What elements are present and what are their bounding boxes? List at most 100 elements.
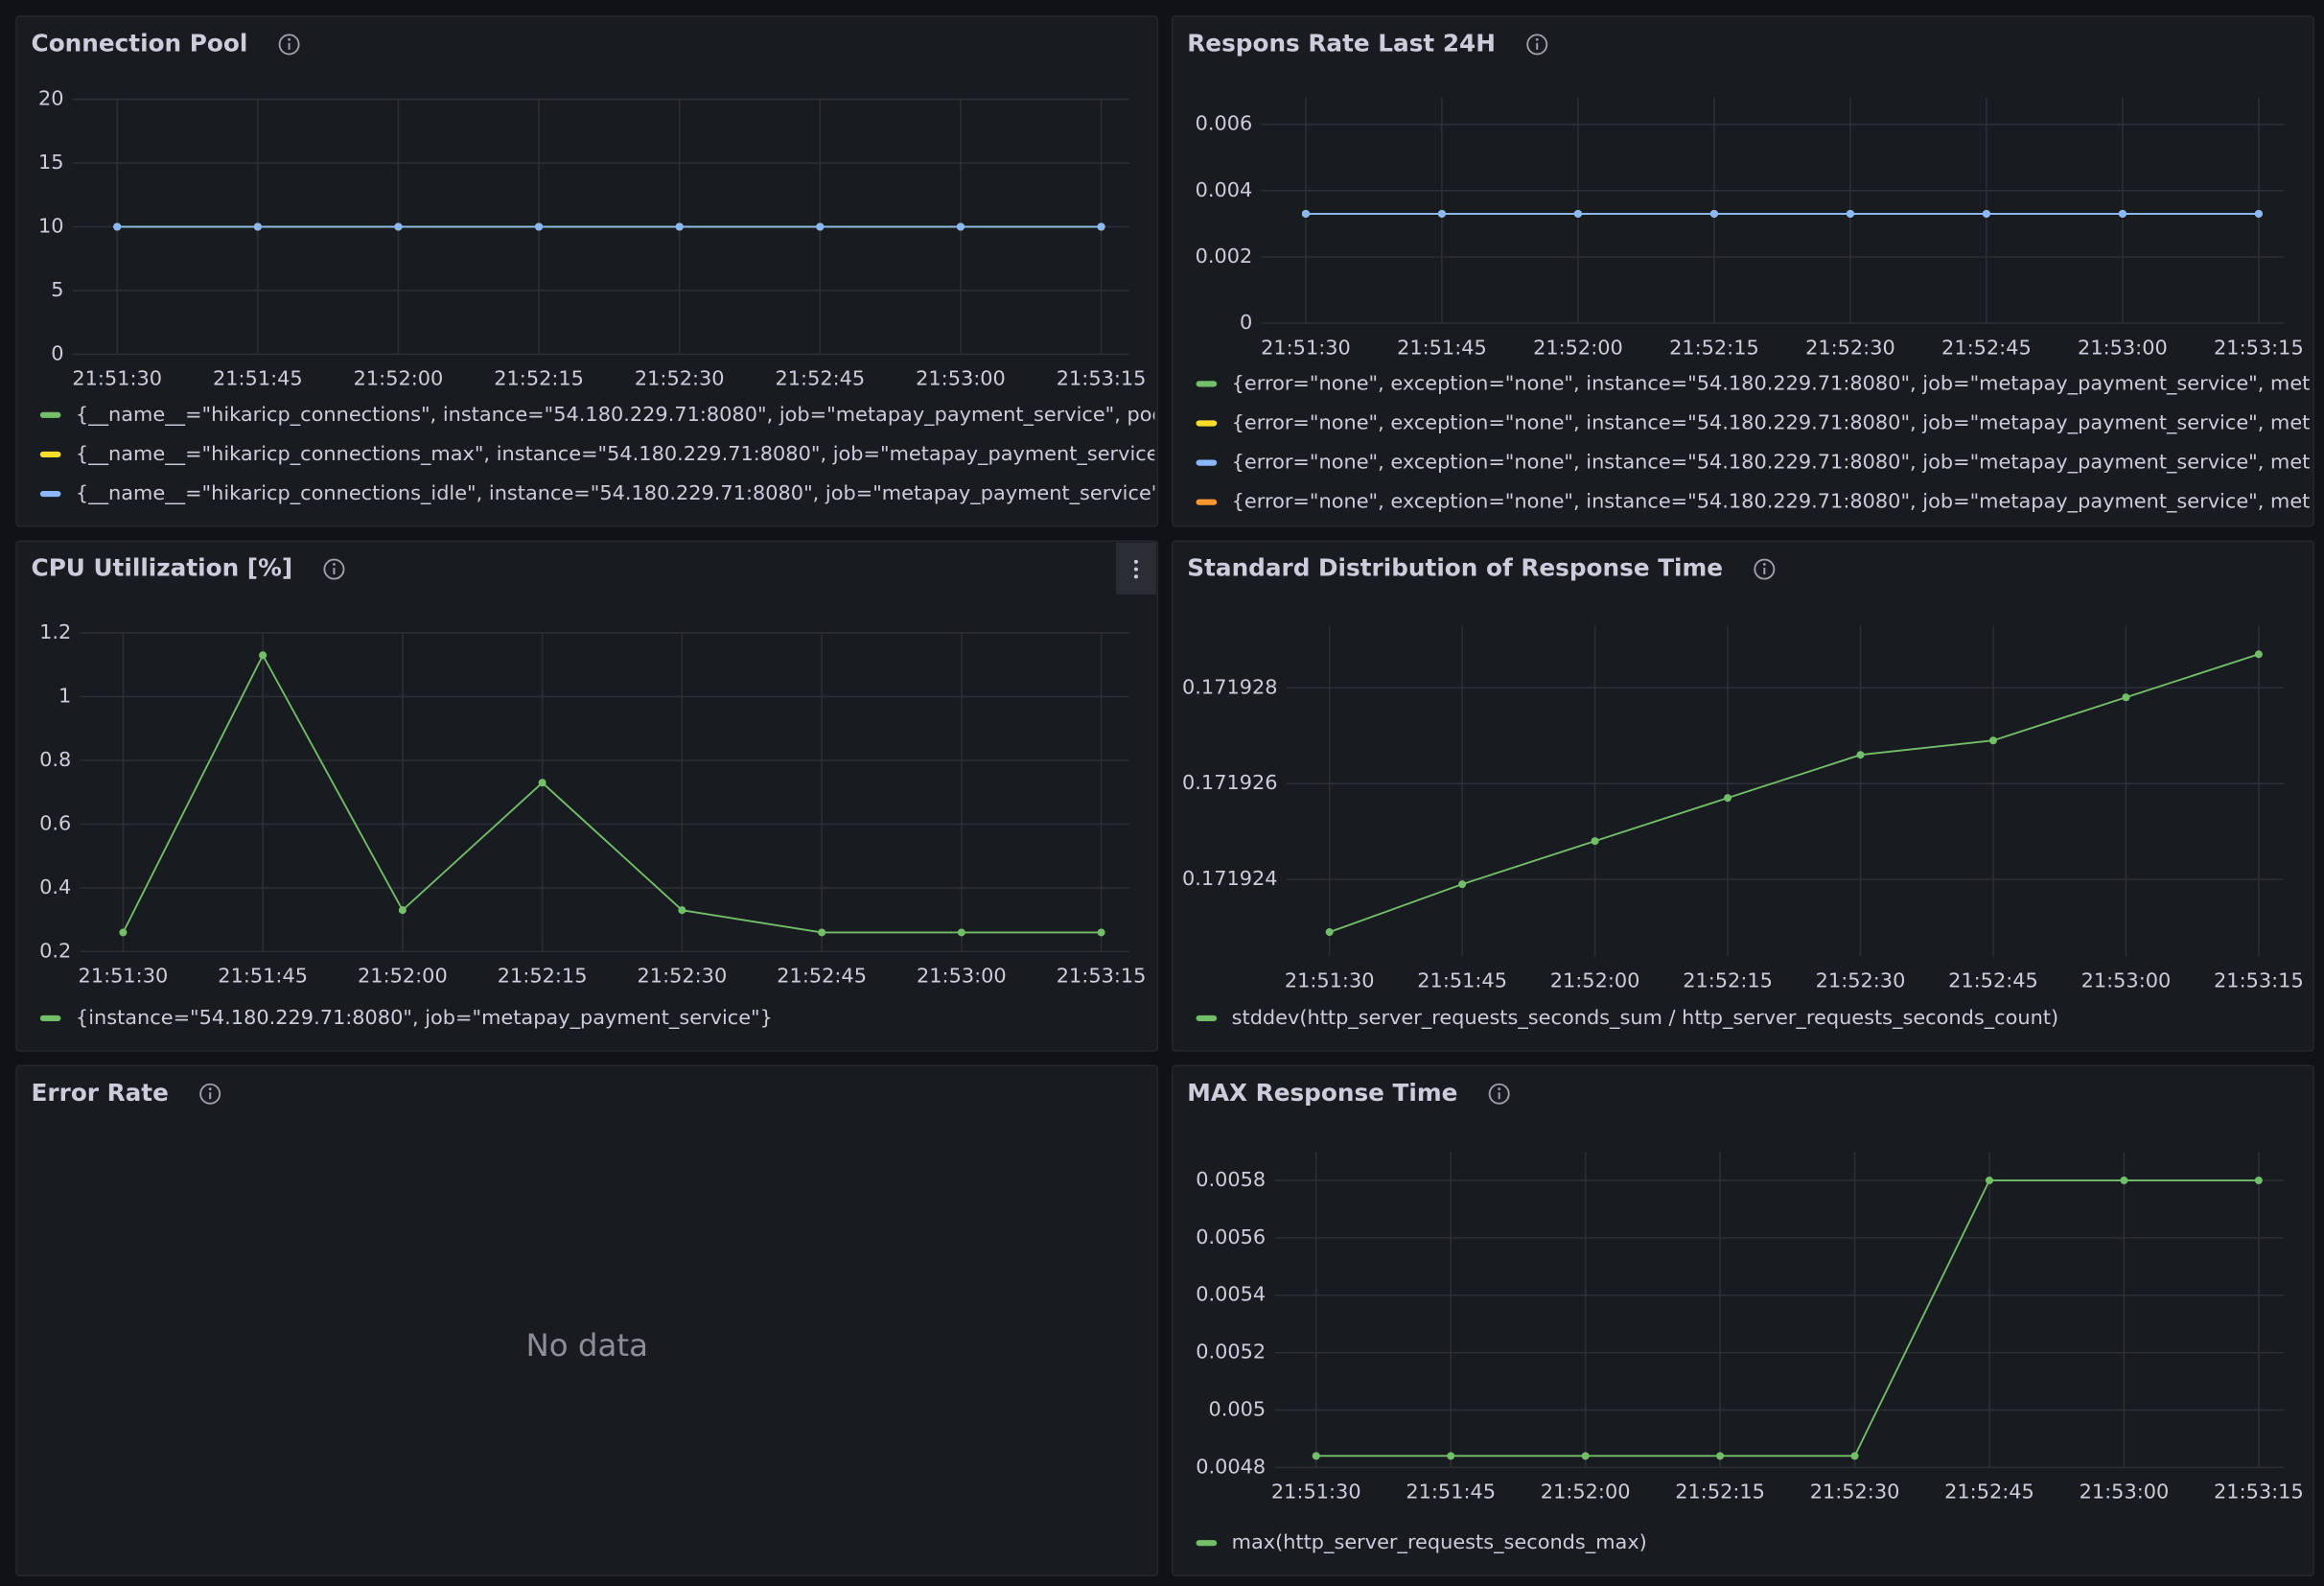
- data-point: [113, 222, 122, 231]
- panel: Error Rate No data: [15, 1064, 1159, 1576]
- panel-title: Standard Distribution of Response Time: [1187, 554, 1723, 582]
- menu-dot: [1133, 559, 1138, 564]
- data-point: [678, 906, 686, 915]
- x-tick-label: 21:53:00: [916, 367, 1006, 390]
- x-tick-label: 21:52:30: [1810, 1481, 1900, 1504]
- y-tick-label: 0.0052: [1196, 1341, 1266, 1364]
- info-icon[interactable]: [1526, 34, 1548, 56]
- y-tick-label: 0.6: [39, 811, 71, 834]
- data-point: [1573, 209, 1582, 218]
- legend-label[interactable]: {error="none", exception="none", instanc…: [1232, 451, 2324, 475]
- data-point: [957, 928, 965, 937]
- legend-swatch: [1196, 499, 1218, 505]
- legend-label[interactable]: {__name__="hikaricp_connections_idle", i…: [76, 481, 1167, 505]
- x-tick-label: 21:52:15: [498, 965, 588, 988]
- legend-label[interactable]: {error="none", exception="none", instanc…: [1232, 371, 2324, 395]
- data-point: [398, 906, 407, 915]
- x-tick-label: 21:51:45: [1397, 336, 1487, 359]
- legend-label[interactable]: {error="none", exception="none", instanc…: [1232, 410, 2324, 434]
- x-tick-label: 21:52:45: [776, 367, 866, 390]
- data-point: [1581, 1452, 1590, 1460]
- legend-swatch: [39, 1015, 61, 1022]
- data-point: [1437, 209, 1446, 218]
- panel: MAX Response Time 0.0048 0.005 0.0052 0.0054…: [1172, 1064, 2314, 1576]
- legend: max(http_server_requests_seconds_max): [1196, 1530, 1647, 1554]
- x-tick-label: 21:51:45: [1417, 968, 1507, 991]
- info-icon[interactable]: [1754, 558, 1776, 580]
- data-point: [818, 928, 826, 937]
- panel-frame: [15, 15, 1159, 527]
- info-icon[interactable]: [199, 1083, 221, 1105]
- x-tick-label: 21:52:45: [1941, 336, 2032, 359]
- data-point: [253, 222, 262, 231]
- x-tick-label: 21:53:15: [1057, 965, 1147, 988]
- data-point: [538, 779, 546, 787]
- data-point: [1709, 209, 1718, 218]
- x-tick-label: 21:52:45: [1948, 968, 2038, 991]
- info-icon-dot: [208, 1087, 212, 1091]
- y-tick-label: 0.006: [1196, 112, 1253, 135]
- legend: {__name__="hikaricp_connections", instan…: [39, 403, 1174, 505]
- y-tick-label: 0: [1240, 311, 1252, 334]
- x-tick-label: 21:52:00: [358, 965, 448, 988]
- y-tick-label: 0.0058: [1196, 1168, 1266, 1191]
- panel-frame: [1172, 1064, 2314, 1576]
- series-line: [1315, 1179, 2259, 1458]
- legend-label[interactable]: {__name__="hikaricp_connections", instan…: [76, 403, 1170, 427]
- panel-frame: [15, 540, 1159, 1052]
- panel: Respons Rate Last 24H 0 0.002 0.004 0.006 21:…: [1172, 15, 2324, 527]
- y-tick-label: 0.002: [1196, 245, 1253, 268]
- info-icon-dot: [1535, 37, 1539, 41]
- panel-title: Error Rate: [32, 1079, 169, 1107]
- legend-swatch: [39, 490, 61, 498]
- x-tick-label: 21:52:00: [1541, 1481, 1631, 1504]
- legend: {instance="54.180.229.71:8080", job="met…: [39, 1006, 773, 1030]
- legend-label[interactable]: {instance="54.180.229.71:8080", job="met…: [76, 1006, 773, 1030]
- x-tick-label: 21:52:30: [1805, 336, 1895, 359]
- data-point: [1982, 209, 1990, 218]
- legend-label[interactable]: stddev(http_server_requests_seconds_sum …: [1232, 1006, 2059, 1030]
- y-tick-label: 0.171924: [1182, 867, 1278, 890]
- x-tick-label: 21:52:00: [1533, 336, 1623, 359]
- legend-label[interactable]: {error="none", exception="none", instanc…: [1232, 490, 2324, 514]
- data-point: [956, 222, 965, 231]
- info-icon[interactable]: [278, 34, 300, 56]
- info-icon-dot: [288, 37, 290, 41]
- series-line: [1329, 653, 2260, 933]
- x-tick-label: 21:53:00: [917, 965, 1007, 988]
- info-icon[interactable]: [323, 558, 345, 580]
- data-point: [1724, 794, 1732, 803]
- y-tick-label: 0.005: [1208, 1397, 1266, 1420]
- panel: Standard Distribution of Response Time 0.…: [1172, 540, 2314, 1052]
- x-tick-label: 21:52:00: [1550, 968, 1640, 991]
- x-tick-label: 21:51:45: [213, 367, 303, 390]
- x-tick-label: 21:52:15: [494, 367, 584, 390]
- info-icon[interactable]: [1488, 1083, 1510, 1105]
- panel-title: Respons Rate Last 24H: [1187, 29, 1496, 57]
- panel-title: CPU Utillization [%]: [32, 554, 293, 582]
- x-tick-label: 21:51:30: [1271, 1481, 1361, 1504]
- data-point: [2120, 1176, 2128, 1185]
- x-tick-label: 21:52:15: [1669, 336, 1759, 359]
- legend-label[interactable]: max(http_server_requests_seconds_max): [1232, 1530, 1647, 1554]
- data-point: [1591, 837, 1599, 846]
- y-tick-label: 20: [38, 87, 64, 110]
- data-point: [1988, 736, 1997, 745]
- data-point: [1301, 209, 1310, 218]
- x-tick-label: 21:53:15: [2214, 968, 2304, 991]
- info-icon-dot: [1762, 563, 1766, 566]
- y-tick-label: 0.171928: [1182, 675, 1278, 698]
- x-tick-label: 21:53:00: [2078, 336, 2168, 359]
- legend-label[interactable]: {__name__="hikaricp_connections_max", in…: [76, 442, 1174, 466]
- x-tick-label: 21:52:45: [777, 965, 867, 988]
- x-tick-label: 21:53:00: [2080, 1481, 2170, 1504]
- legend: stddev(http_server_requests_seconds_sum …: [1196, 1006, 2059, 1030]
- y-tick-label: 15: [38, 151, 64, 174]
- data-point: [2122, 693, 2130, 702]
- x-tick-label: 21:52:30: [638, 965, 728, 988]
- data-point: [1097, 928, 1105, 937]
- data-point: [394, 222, 403, 231]
- data-point: [1985, 1176, 1994, 1185]
- data-point: [535, 222, 544, 231]
